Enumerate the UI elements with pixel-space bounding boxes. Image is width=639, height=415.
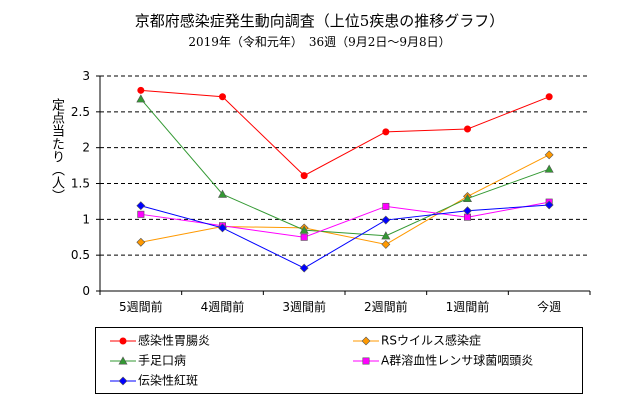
legend-item: 伝染性紅斑	[108, 372, 198, 388]
x-tick-label: 5週間前	[119, 299, 163, 314]
data-point	[462, 193, 473, 203]
legend-label: 感染性胃腸炎	[138, 333, 211, 348]
legend-item: 感染性胃腸炎	[108, 332, 210, 348]
legend-label: A群溶血性レンサ球菌咽頭炎	[381, 353, 534, 368]
data-point	[299, 263, 309, 273]
legend-swatch	[353, 356, 379, 365]
data-point	[299, 225, 309, 234]
y-axis-label: 定点当たり（人）	[49, 98, 64, 202]
data-point	[464, 125, 471, 133]
legend-marker	[362, 356, 370, 365]
data-point	[300, 172, 308, 180]
data-point	[218, 223, 227, 233]
data-point	[382, 202, 390, 210]
legend-item: A群溶血性レンサ球菌咽頭炎	[351, 352, 533, 368]
data-point	[544, 200, 554, 210]
data-point	[381, 239, 391, 249]
legend-item: RSウイルス感染症	[351, 332, 481, 348]
legend-swatch	[110, 337, 136, 344]
x-tick-label: 3週間前	[282, 299, 326, 314]
data-point	[544, 164, 554, 173]
legend-label: 手足口病	[138, 353, 187, 368]
data-point	[463, 206, 472, 216]
y-tick-label: 2.5	[71, 105, 90, 119]
data-point	[300, 233, 308, 241]
legend-label: RSウイルス感染症	[381, 333, 481, 348]
data-point	[219, 93, 226, 101]
x-tick-label: 今週	[537, 299, 561, 314]
data-point	[382, 128, 390, 136]
line-chart: 0 0.5 1 1.5 2 2.5 3 5週間前 4週間前 3週間前 2週間前 1週間前 今週	[71, 69, 591, 314]
y-tick-label: 1.5	[71, 177, 90, 191]
chart-subtitle: 2019年（令和元年） 36週（9月2日～9月8日）	[188, 35, 451, 49]
x-tick-label: 1週間前	[446, 299, 490, 314]
y-tick-label: 1	[82, 212, 90, 226]
x-tick-label: 4週間前	[201, 299, 245, 314]
series-line	[140, 89, 550, 177]
series-line	[140, 154, 550, 245]
series-5	[136, 200, 554, 273]
data-point	[381, 215, 391, 225]
series-2	[136, 150, 554, 249]
data-point	[217, 189, 228, 198]
x-tick-label: 2週間前	[364, 299, 408, 314]
legend-marker	[361, 336, 371, 345]
chart-legend: 感染性胃腸炎 RSウイルス感染症手足口病 A群溶血性レンサ球菌咽頭炎伝染性紅斑	[95, 327, 583, 394]
legend-marker	[118, 355, 128, 364]
data-point	[136, 201, 146, 211]
data-point	[136, 237, 146, 247]
data-point	[136, 94, 146, 103]
data-point	[381, 231, 391, 240]
legend-marker	[119, 337, 127, 344]
series-3	[136, 94, 554, 240]
y-tick-label: 3	[82, 69, 90, 83]
legend-label: 伝染性紅斑	[138, 373, 199, 388]
legend-item: 手足口病	[108, 352, 186, 368]
data-point	[137, 210, 145, 218]
series-line	[140, 204, 550, 269]
legend-swatch	[110, 376, 136, 385]
series-1	[137, 86, 553, 180]
y-tick-label: 2	[82, 141, 90, 155]
chart-title: 京都府感染症発生動向調査（上位5疾患の推移グラフ）	[134, 12, 505, 30]
legend-marker	[118, 376, 128, 385]
y-tick-label: 0.5	[71, 248, 90, 262]
y-tick-label: 0	[82, 284, 90, 298]
data-point	[544, 150, 554, 160]
legend-swatch	[353, 336, 379, 345]
series-line	[140, 98, 550, 237]
data-point	[137, 86, 145, 94]
legend-swatch	[110, 355, 136, 364]
data-point	[545, 93, 553, 101]
